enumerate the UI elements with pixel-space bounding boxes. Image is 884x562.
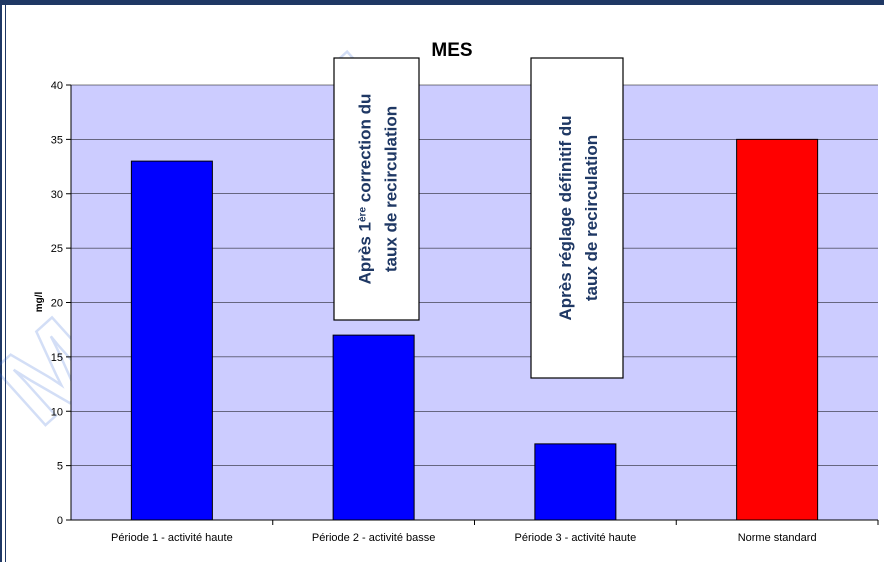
frame-left-border <box>0 0 2 562</box>
y-tick-label: 25 <box>51 243 63 255</box>
frame-left-inner-border <box>5 5 6 562</box>
bar <box>736 138 819 521</box>
bars <box>130 138 819 521</box>
y-tick-label: 5 <box>57 461 63 473</box>
y-tick-label: 40 <box>51 80 63 92</box>
y-tick-label: 10 <box>51 406 63 418</box>
bar <box>130 160 213 521</box>
annotation-box: Après 1ère correction du taux de recircul… <box>333 57 420 321</box>
axes: 0 5 10 15 20 25 30 35 40 Période 1 - activité hau… <box>51 80 879 544</box>
x-tick-label: Période 3 - activité haute <box>515 532 637 544</box>
x-tick-label: Période 2 - activité basse <box>312 532 436 544</box>
chart-title: MES <box>431 40 472 61</box>
x-tick-label: Période 1 - activité haute <box>111 532 233 544</box>
bar <box>332 334 415 521</box>
frame-top-border <box>0 0 884 5</box>
y-axis-label: mg/l <box>34 292 45 313</box>
y-tick-label: 20 <box>51 298 63 310</box>
y-tick-label: 35 <box>51 134 63 146</box>
annotations: Après 1ère correction du taux de recircul… <box>333 57 624 379</box>
bar <box>534 443 617 521</box>
annotation-box: Après réglage définitif du taux de recirc… <box>530 57 624 379</box>
annotation-line: Après 1ère correction du <box>356 94 375 285</box>
y-tick-label: 0 <box>57 515 63 527</box>
y-tick-label: 30 <box>51 189 63 201</box>
x-tick-label: Norme standard <box>738 532 817 544</box>
y-tick-label: 15 <box>51 352 63 364</box>
annotation-line: taux de recirculation <box>582 135 601 301</box>
annotation-line: Après réglage définitif du <box>556 116 575 321</box>
annotation-line: taux de recirculation <box>382 106 401 272</box>
